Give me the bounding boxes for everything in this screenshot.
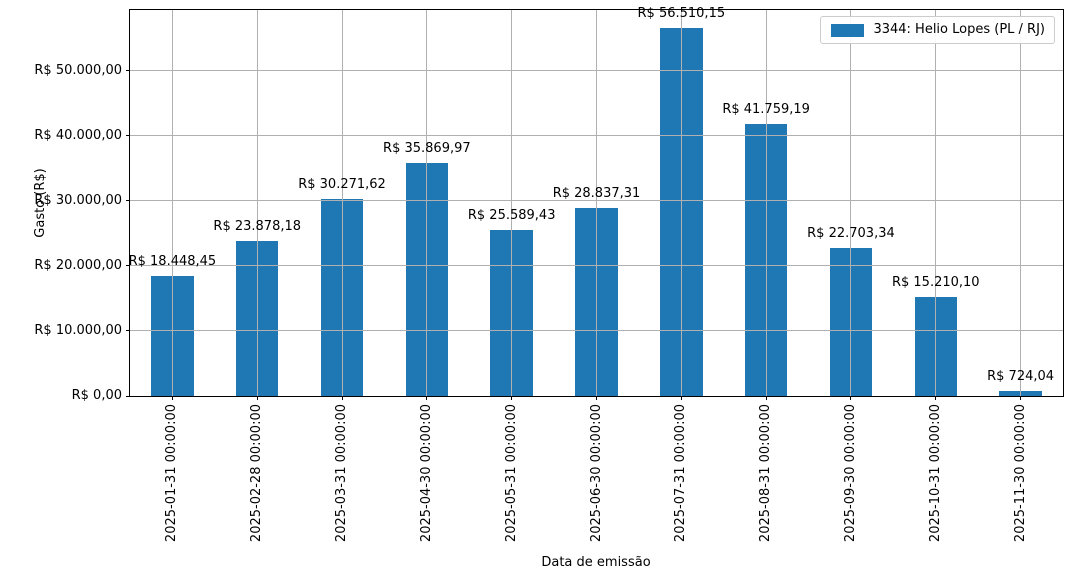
horizontal-gridline: [130, 135, 1063, 137]
vertical-gridline: [256, 10, 258, 396]
bar-value-label: R$ 35.869,97: [383, 140, 471, 156]
x-tick-label: 2025-01-31 00:00:00: [164, 404, 180, 543]
y-tick-label: R$ 30.000,00: [34, 192, 122, 208]
x-tick-mark: [596, 396, 597, 400]
y-tick-label: R$ 50.000,00: [34, 62, 122, 78]
bar-value-label: R$ 56.510,15: [637, 6, 726, 22]
x-tick-label: 2025-09-30 00:00:00: [842, 404, 858, 543]
vertical-gridline: [850, 10, 852, 396]
horizontal-gridline: [130, 70, 1063, 72]
x-tick-label: 2025-11-30 00:00:00: [1012, 404, 1028, 543]
x-tick-label: 2025-10-31 00:00:00: [927, 404, 943, 543]
x-tick-mark: [1020, 396, 1022, 400]
x-tick-mark: [256, 396, 258, 400]
x-axis-label: Data de emissão: [541, 555, 651, 570]
bar-value-label: R$ 22.703,34: [807, 226, 895, 242]
horizontal-gridline: [130, 200, 1063, 202]
x-tick-label: 2025-03-31 00:00:00: [334, 404, 350, 543]
legend-swatch: [831, 23, 865, 37]
bar-value-label: R$ 23.878,18: [213, 218, 302, 234]
y-tick-mark: [126, 200, 130, 202]
horizontal-gridline: [130, 330, 1063, 332]
x-tick-mark: [171, 396, 173, 400]
vertical-gridline: [935, 10, 937, 396]
x-tick-mark: [426, 396, 428, 400]
x-tick-label: 2025-06-30 00:00:00: [588, 404, 604, 543]
x-tick-mark: [850, 396, 852, 400]
horizontal-gridline: [130, 265, 1063, 267]
vertical-gridline: [341, 10, 343, 396]
y-tick-label: R$ 10.000,00: [34, 322, 122, 338]
x-tick-mark: [341, 396, 343, 400]
bar-value-label: R$ 724,04: [987, 369, 1055, 385]
bar-value-label: R$ 30.271,62: [298, 177, 386, 193]
x-tick-mark: [765, 396, 767, 400]
bar-value-label: R$ 15.210,10: [891, 275, 980, 291]
bar-value-label: R$ 28.837,31: [552, 186, 641, 202]
bar-value-label: R$ 18.448,45: [128, 253, 217, 269]
vertical-gridline: [765, 10, 767, 396]
x-tick-mark: [511, 396, 513, 400]
y-tick-mark: [126, 135, 130, 137]
x-tick-mark: [935, 396, 937, 400]
vertical-gridline: [1020, 10, 1022, 396]
x-tick-label: 2025-08-31 00:00:00: [758, 404, 774, 543]
y-tick-label: R$ 20.000,00: [34, 257, 122, 273]
x-tick-mark: [680, 396, 682, 400]
y-tick-mark: [126, 395, 130, 397]
vertical-gridline: [596, 10, 597, 396]
legend: 3344: Helio Lopes (PL / RJ): [820, 16, 1055, 44]
y-tick-label: R$ 40.000,00: [34, 127, 122, 143]
x-tick-label: 2025-05-31 00:00:00: [503, 404, 519, 543]
y-tick-label: R$ 0,00: [71, 388, 122, 403]
bar-value-label: R$ 25.589,43: [467, 207, 556, 223]
vertical-gridline: [511, 10, 513, 396]
vertical-gridline: [680, 10, 682, 396]
bar-value-label: R$ 41.759,19: [722, 102, 810, 118]
vertical-gridline: [426, 10, 428, 396]
y-tick-mark: [126, 265, 130, 267]
x-tick-label: 2025-02-28 00:00:00: [249, 404, 265, 543]
y-tick-mark: [126, 330, 130, 332]
x-tick-label: 2025-07-31 00:00:00: [673, 404, 689, 543]
vertical-gridline: [171, 10, 173, 396]
legend-label: 3344: Helio Lopes (PL / RJ): [873, 22, 1045, 37]
y-tick-mark: [126, 70, 130, 72]
x-tick-label: 2025-04-30 00:00:00: [418, 404, 434, 543]
